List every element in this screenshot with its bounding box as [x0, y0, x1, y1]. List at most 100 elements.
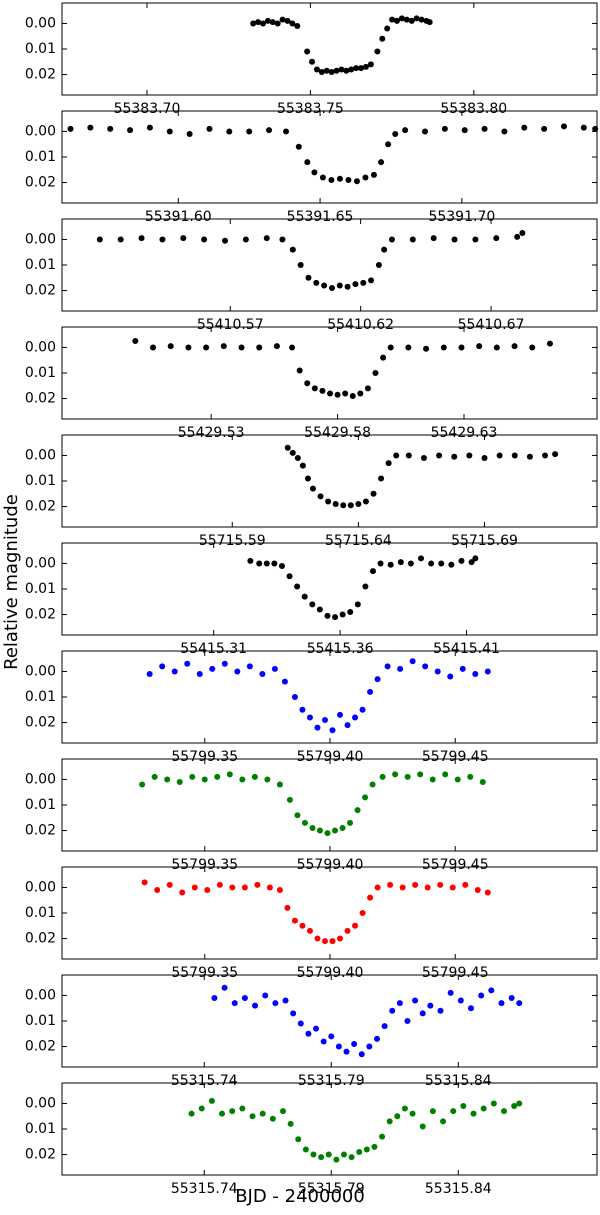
y-tick-label: 0.02 — [25, 715, 56, 731]
data-point — [167, 343, 174, 350]
data-point — [480, 1105, 487, 1112]
data-point — [242, 236, 249, 243]
data-point — [251, 773, 258, 780]
data-point — [301, 593, 308, 600]
data-point — [241, 995, 248, 1001]
x-tick-label: 55799.40 — [297, 965, 364, 981]
data-point — [186, 131, 193, 137]
data-point — [314, 935, 321, 942]
data-point — [229, 1108, 236, 1115]
plot-frame — [61, 542, 598, 636]
x-tick-label: 55410.62 — [327, 317, 394, 333]
data-point — [289, 20, 296, 27]
data-point — [362, 583, 369, 590]
y-tick-label: 0.02 — [25, 931, 56, 947]
data-point — [231, 1000, 238, 1007]
data-point — [422, 663, 429, 670]
data-point — [196, 671, 203, 677]
plot-frame — [61, 974, 598, 1068]
data-point — [309, 825, 316, 831]
data-point — [434, 668, 441, 675]
data-point — [320, 1038, 327, 1045]
data-point — [67, 125, 74, 132]
data-point — [468, 559, 475, 566]
data-point — [347, 609, 354, 615]
x-tick-label: 55383.80 — [440, 101, 507, 117]
data-point — [246, 128, 253, 135]
data-point — [313, 66, 320, 73]
data-point — [377, 560, 384, 567]
data-point — [385, 141, 392, 148]
data-point — [340, 502, 347, 509]
plot-frame — [61, 434, 598, 528]
y-tick-label: 0.01 — [25, 797, 56, 813]
data-point — [481, 455, 488, 461]
data-point — [418, 555, 425, 562]
data-point — [367, 61, 374, 68]
data-point — [324, 830, 331, 837]
data-point — [179, 889, 186, 896]
data-point — [171, 668, 178, 675]
data-point — [283, 128, 290, 135]
data-point — [546, 340, 553, 347]
data-point — [329, 938, 336, 945]
data-point — [252, 1002, 259, 1009]
data-point — [247, 557, 254, 564]
data-point — [262, 992, 269, 999]
data-point — [472, 236, 479, 243]
x-tick-label: 55391.65 — [287, 209, 354, 225]
data-point — [363, 1146, 370, 1153]
data-point — [166, 128, 173, 135]
data-point — [222, 237, 229, 244]
data-point — [127, 127, 134, 134]
y-tick-label: 0.02 — [25, 391, 56, 407]
data-point — [318, 69, 325, 75]
data-point — [352, 281, 359, 288]
y-tick-label: 0.01 — [25, 149, 56, 165]
data-point — [96, 236, 103, 243]
data-point — [354, 807, 361, 814]
data-point — [323, 67, 330, 74]
data-point — [353, 65, 360, 72]
data-point — [159, 236, 166, 243]
data-point — [429, 776, 436, 783]
data-point — [369, 568, 376, 575]
data-point — [185, 344, 192, 351]
data-point — [294, 455, 301, 461]
data-point — [286, 796, 293, 803]
data-point — [422, 128, 429, 135]
data-point — [313, 1025, 320, 1032]
data-point — [519, 230, 526, 237]
data-point — [150, 344, 157, 351]
x-tick-label: 55315.84 — [425, 1181, 492, 1197]
y-tick-label: 0.02 — [25, 823, 56, 839]
data-point — [345, 177, 352, 183]
data-point — [396, 1000, 403, 1007]
data-point — [289, 246, 296, 253]
plot-frame — [61, 2, 598, 96]
data-point — [385, 460, 392, 467]
y-tick-label: 0.01 — [25, 1013, 56, 1029]
x-tick-label: 55799.40 — [297, 857, 364, 873]
data-point — [389, 16, 396, 23]
data-point — [146, 124, 153, 131]
data-point — [321, 717, 328, 723]
x-tick-label: 55383.75 — [277, 101, 344, 117]
y-tick-label: 0.00 — [25, 987, 56, 1003]
data-point — [408, 17, 415, 24]
data-point — [310, 1151, 317, 1158]
data-point — [299, 706, 306, 713]
data-point — [394, 1113, 401, 1120]
y-tick-label: 0.02 — [25, 1147, 56, 1163]
data-point — [402, 127, 409, 134]
x-tick-label: 55410.57 — [197, 317, 264, 333]
data-point — [449, 884, 456, 891]
data-point — [260, 20, 266, 27]
data-point — [332, 827, 339, 834]
data-point — [266, 884, 273, 891]
data-point — [226, 128, 233, 135]
data-point — [479, 779, 486, 785]
data-point — [476, 343, 483, 350]
data-point — [189, 773, 196, 780]
data-point — [264, 776, 271, 783]
